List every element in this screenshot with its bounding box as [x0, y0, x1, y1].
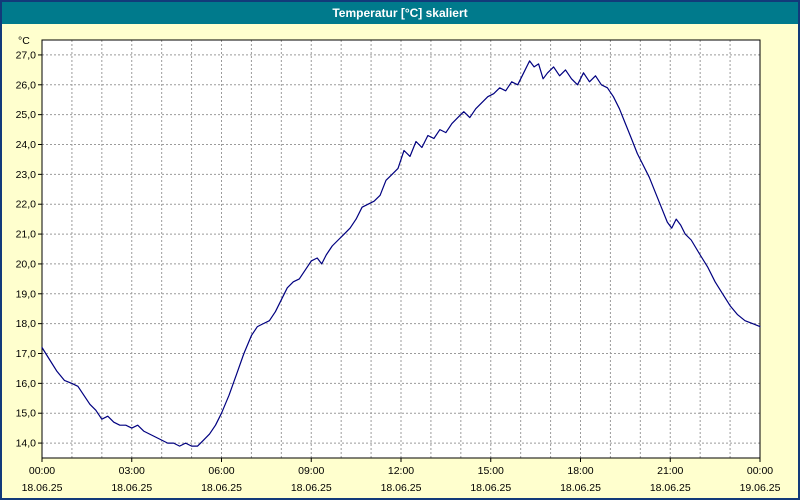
y-tick-label: 18,0 — [16, 318, 37, 330]
x-tick-time-label: 21:00 — [657, 465, 683, 477]
y-tick-label: 14,0 — [16, 438, 37, 450]
x-tick-time-label: 00:00 — [747, 465, 773, 477]
x-tick-time-label: 09:00 — [298, 465, 324, 477]
x-tick-time-label: 12:00 — [388, 465, 414, 477]
x-tick-time-label: 18:00 — [567, 465, 593, 477]
y-tick-label: 22,0 — [16, 199, 37, 211]
title-bar: Temperatur [°C] skaliert — [2, 2, 798, 24]
temperature-chart: °C 27,0 26,0 25,0 24,0 23,0 22,0 21,0 20,0 19,0 1… — [16, 35, 781, 494]
y-tick-label: 21,0 — [16, 229, 37, 241]
x-tick-date-label: 18.06.25 — [650, 482, 691, 494]
x-tick-date-label: 18.06.25 — [201, 482, 242, 494]
y-tick-label: 23,0 — [16, 169, 37, 181]
y-tick-label: 24,0 — [16, 139, 37, 151]
x-tick-date-label: 18.06.25 — [111, 482, 152, 494]
x-tick-time-label: 00:00 — [29, 465, 55, 477]
x-tick-time-label: 03:00 — [119, 465, 145, 477]
y-tick-label: 17,0 — [16, 348, 37, 360]
y-axis-unit-label: °C — [18, 35, 30, 47]
y-tick-label: 27,0 — [16, 49, 37, 61]
window-title: Temperatur [°C] skaliert — [332, 6, 468, 20]
x-tick-date-label: 18.06.25 — [22, 482, 63, 494]
x-tick-date-label: 18.06.25 — [381, 482, 422, 494]
temperature-series-line — [41, 60, 761, 447]
y-tick-label: 20,0 — [16, 258, 37, 270]
y-tick-label: 19,0 — [16, 288, 37, 300]
y-tick-label: 16,0 — [16, 378, 37, 390]
y-tick-label: 25,0 — [16, 109, 37, 121]
x-tick-time-label: 06:00 — [208, 465, 234, 477]
x-tick-time-label: 15:00 — [478, 465, 504, 477]
y-tick-label: 15,0 — [16, 408, 37, 420]
chart-area: °C 27,0 26,0 25,0 24,0 23,0 22,0 21,0 20,0 19,0 1… — [2, 24, 798, 498]
x-tick-date-label: 18.06.25 — [291, 482, 332, 494]
y-tick-label: 26,0 — [16, 79, 37, 91]
x-tick-date-label: 18.06.25 — [470, 482, 511, 494]
x-tick-date-label: 18.06.25 — [560, 482, 601, 494]
x-tick-date-label: 19.06.25 — [740, 482, 781, 494]
